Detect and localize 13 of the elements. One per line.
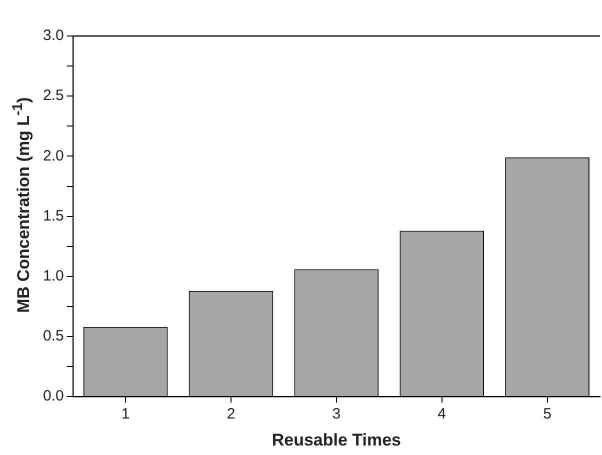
x-tick-label: 2 <box>226 406 236 423</box>
y-tick-label: 0.5 <box>42 328 64 345</box>
x-tick-label: 4 <box>438 406 446 423</box>
x-tick-label: 3 <box>332 406 341 423</box>
y-tick-label: 1.5 <box>42 207 64 224</box>
x-tick-label: 5 <box>543 406 552 423</box>
y-tick-label: 3.0 <box>42 27 64 44</box>
y-tick-label: 0.0 <box>42 388 64 405</box>
y-tick-label: 2.5 <box>42 87 64 104</box>
x-tick-label: 1 <box>121 406 130 423</box>
y-tick-label: 2.0 <box>42 147 64 164</box>
x-axis-title: Reusable Times <box>272 430 401 450</box>
y-tick-label: 1.0 <box>42 268 64 285</box>
